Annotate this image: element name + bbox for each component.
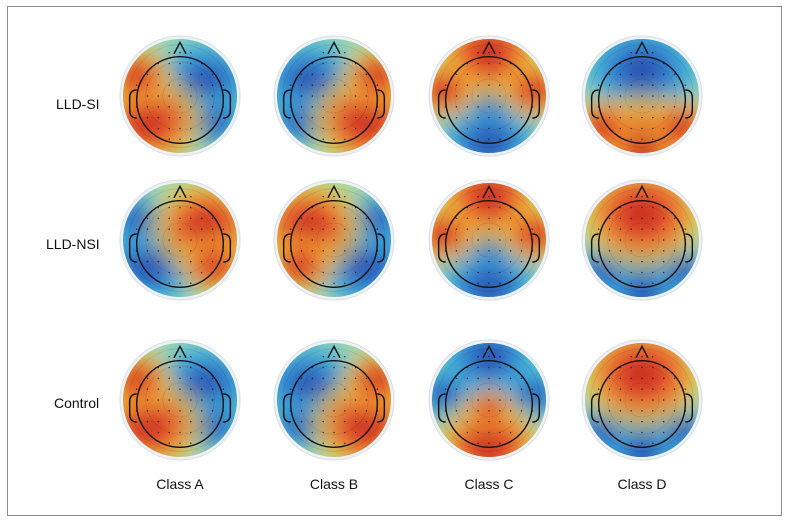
nose-marker bbox=[327, 344, 341, 359]
topo-map-lld-nsi-class-a bbox=[119, 179, 241, 301]
left-ear-marker bbox=[282, 89, 291, 119]
nose-marker bbox=[327, 184, 341, 199]
topo-map-lld-si-class-b bbox=[273, 35, 395, 157]
topo-map-lld-si-class-a bbox=[119, 35, 241, 157]
head-outline bbox=[289, 359, 379, 449]
head-outline bbox=[597, 55, 687, 145]
right-ear-marker bbox=[377, 89, 386, 119]
nose-marker bbox=[482, 344, 496, 359]
head-outline bbox=[444, 55, 534, 145]
right-ear-marker bbox=[685, 393, 694, 423]
column-label-class-c: Class C bbox=[464, 476, 514, 492]
left-ear-marker bbox=[128, 393, 137, 423]
column-label-class-d: Class D bbox=[617, 476, 667, 492]
left-ear-marker bbox=[437, 393, 446, 423]
topo-map-lld-si-class-d bbox=[581, 35, 703, 157]
right-ear-marker bbox=[532, 89, 541, 119]
topo-map-lld-nsi-class-d bbox=[581, 179, 703, 301]
head-outline bbox=[444, 199, 534, 289]
left-ear-marker bbox=[590, 233, 599, 263]
left-ear-marker bbox=[282, 393, 291, 423]
row-label-lld-nsi: LLD-NSI bbox=[46, 236, 100, 252]
head-outline bbox=[135, 55, 225, 145]
electrode-dots bbox=[135, 51, 225, 141]
nose-marker bbox=[173, 184, 187, 199]
row-label-control: Control bbox=[54, 395, 100, 411]
electrode-dots bbox=[135, 195, 225, 285]
head-outline bbox=[597, 359, 687, 449]
left-ear-marker bbox=[437, 89, 446, 119]
right-ear-marker bbox=[685, 233, 694, 263]
head-outline bbox=[289, 199, 379, 289]
topo-map-lld-nsi-class-c bbox=[428, 179, 550, 301]
left-ear-marker bbox=[590, 89, 599, 119]
left-ear-marker bbox=[128, 233, 137, 263]
left-ear-marker bbox=[128, 89, 137, 119]
right-ear-marker bbox=[532, 233, 541, 263]
right-ear-marker bbox=[377, 393, 386, 423]
right-ear-marker bbox=[223, 89, 232, 119]
electrode-dots bbox=[289, 51, 379, 141]
column-label-class-b: Class B bbox=[309, 476, 359, 492]
column-label-class-a: Class A bbox=[156, 476, 204, 492]
nose-marker bbox=[482, 40, 496, 55]
topo-map-control-class-b bbox=[273, 339, 395, 461]
topo-field bbox=[585, 183, 699, 297]
right-ear-marker bbox=[532, 393, 541, 423]
row-label-lld-si: LLD-SI bbox=[56, 96, 100, 112]
topo-field bbox=[585, 343, 699, 457]
left-ear-marker bbox=[282, 233, 291, 263]
topo-field bbox=[432, 39, 546, 153]
electrode-dots bbox=[135, 355, 225, 445]
right-ear-marker bbox=[223, 233, 232, 263]
topo-map-control-class-d bbox=[581, 339, 703, 461]
left-ear-marker bbox=[437, 233, 446, 263]
electrode-dots bbox=[597, 51, 687, 141]
topo-field bbox=[585, 39, 699, 153]
head-outline bbox=[444, 359, 534, 449]
right-ear-marker bbox=[223, 393, 232, 423]
nose-marker bbox=[173, 344, 187, 359]
nose-marker bbox=[482, 184, 496, 199]
head-outline bbox=[597, 199, 687, 289]
head-outline bbox=[135, 359, 225, 449]
topo-map-lld-nsi-class-b bbox=[273, 179, 395, 301]
nose-marker bbox=[635, 40, 649, 55]
nose-marker bbox=[173, 40, 187, 55]
right-ear-marker bbox=[377, 233, 386, 263]
topo-map-control-class-a bbox=[119, 339, 241, 461]
left-ear-marker bbox=[590, 393, 599, 423]
nose-marker bbox=[635, 344, 649, 359]
topo-map-control-class-c bbox=[428, 339, 550, 461]
topo-map-lld-si-class-c bbox=[428, 35, 550, 157]
nose-marker bbox=[327, 40, 341, 55]
topo-field bbox=[277, 39, 391, 153]
head-outline bbox=[289, 55, 379, 145]
head-outline bbox=[135, 199, 225, 289]
right-ear-marker bbox=[685, 89, 694, 119]
nose-marker bbox=[635, 184, 649, 199]
topo-field bbox=[432, 183, 546, 297]
